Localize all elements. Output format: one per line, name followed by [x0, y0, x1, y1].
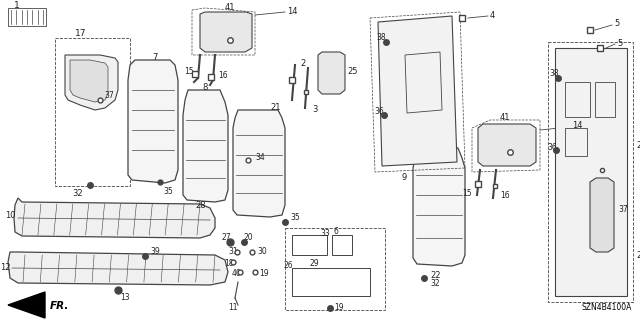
- Text: 31: 31: [228, 247, 237, 256]
- Text: 13: 13: [120, 293, 130, 302]
- Text: 34: 34: [255, 153, 265, 162]
- Polygon shape: [413, 148, 465, 266]
- Bar: [55, 38, 130, 186]
- Text: 11: 11: [228, 303, 237, 313]
- Text: 3: 3: [312, 106, 317, 115]
- Bar: [565, 82, 590, 117]
- Polygon shape: [8, 292, 45, 318]
- Text: 21: 21: [270, 103, 280, 113]
- Text: 16: 16: [500, 191, 509, 201]
- Polygon shape: [590, 178, 614, 252]
- Text: 37: 37: [618, 205, 628, 214]
- Text: 23: 23: [636, 140, 640, 150]
- Text: 5: 5: [614, 19, 620, 28]
- Text: 4: 4: [490, 11, 495, 19]
- Text: 32: 32: [72, 189, 83, 197]
- Text: 40: 40: [232, 269, 242, 278]
- Text: 6: 6: [333, 227, 338, 236]
- Text: 38: 38: [549, 70, 559, 78]
- Text: 14: 14: [287, 6, 298, 16]
- Polygon shape: [200, 12, 252, 52]
- Text: 12: 12: [0, 263, 10, 272]
- Text: 14: 14: [572, 122, 582, 130]
- Text: FR.: FR.: [50, 301, 69, 311]
- Text: 35: 35: [290, 213, 300, 222]
- Text: 25: 25: [347, 68, 358, 77]
- Text: 2: 2: [300, 58, 305, 68]
- Text: 41: 41: [500, 114, 511, 122]
- Text: 35: 35: [163, 187, 173, 196]
- Text: 15: 15: [184, 68, 194, 77]
- Text: 7: 7: [152, 54, 157, 63]
- Polygon shape: [128, 60, 178, 183]
- Bar: [285, 228, 385, 310]
- Text: 36: 36: [374, 108, 384, 116]
- Text: 32: 32: [430, 279, 440, 288]
- Polygon shape: [70, 60, 108, 102]
- Text: 33: 33: [320, 228, 330, 238]
- Text: 38: 38: [376, 33, 386, 42]
- Text: 8: 8: [202, 84, 207, 93]
- Text: 28: 28: [195, 201, 205, 210]
- Bar: [332, 235, 352, 255]
- Text: 10: 10: [5, 211, 15, 219]
- Polygon shape: [318, 52, 345, 94]
- Bar: [595, 82, 615, 117]
- Polygon shape: [183, 90, 228, 202]
- Bar: [565, 128, 587, 156]
- Text: SZN4B4100A: SZN4B4100A: [582, 303, 632, 312]
- Text: 27: 27: [222, 233, 232, 241]
- Bar: [8, 8, 46, 26]
- Text: 5: 5: [617, 39, 622, 48]
- Text: 36: 36: [547, 143, 557, 152]
- Bar: [292, 235, 327, 255]
- Text: 30: 30: [257, 247, 267, 256]
- Text: 29: 29: [309, 259, 319, 269]
- Polygon shape: [233, 110, 285, 217]
- Text: 41: 41: [225, 4, 236, 12]
- Text: 19: 19: [334, 303, 344, 313]
- Text: 9: 9: [402, 174, 407, 182]
- Polygon shape: [478, 124, 536, 166]
- Text: 1: 1: [14, 2, 20, 11]
- Polygon shape: [14, 198, 215, 238]
- Text: 17: 17: [75, 28, 86, 38]
- Polygon shape: [378, 16, 457, 166]
- Bar: [548, 42, 633, 302]
- Polygon shape: [65, 55, 118, 110]
- Bar: [555, 48, 627, 296]
- Text: 37: 37: [104, 92, 114, 100]
- Text: 24: 24: [636, 250, 640, 259]
- Text: 19: 19: [259, 269, 269, 278]
- Text: 20: 20: [244, 233, 253, 241]
- Bar: [292, 268, 370, 296]
- Text: 18: 18: [224, 258, 234, 268]
- Polygon shape: [8, 252, 228, 285]
- Text: 39: 39: [150, 248, 160, 256]
- Text: 22: 22: [430, 271, 440, 279]
- Text: 15: 15: [462, 189, 472, 197]
- Text: 26: 26: [283, 261, 292, 270]
- Text: 16: 16: [218, 71, 228, 80]
